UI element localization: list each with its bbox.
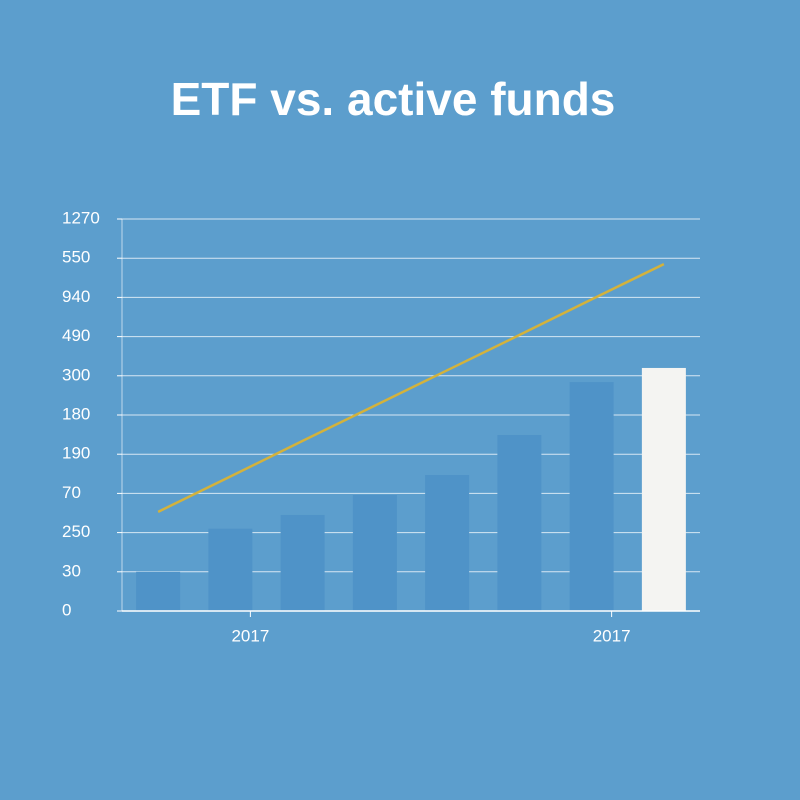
y-tick-label: 940 — [62, 287, 90, 306]
y-tick-label: 30 — [62, 561, 81, 580]
bar — [497, 434, 542, 611]
x-tick-label: 2017 — [593, 626, 631, 645]
bar — [352, 494, 397, 611]
y-tick-label: 0 — [62, 600, 71, 619]
bar — [569, 382, 614, 611]
bar — [641, 367, 686, 611]
y-tick-label: 70 — [62, 483, 81, 502]
bar — [280, 514, 325, 611]
y-tick-label: 250 — [62, 522, 90, 541]
line — [157, 262, 665, 513]
bar — [208, 528, 253, 611]
y-tick-label: 550 — [62, 248, 90, 267]
y-tick-label: 300 — [62, 365, 90, 384]
y-tick-label: 490 — [62, 326, 90, 345]
x-tick-label: 2017 — [231, 626, 269, 645]
y-tick-label: 190 — [62, 444, 90, 463]
bar — [136, 571, 181, 611]
y-tick-label: 1270 — [62, 208, 100, 227]
bar — [425, 474, 470, 611]
chart-title: ETF vs. active funds — [171, 73, 616, 125]
y-tick-label: 180 — [62, 404, 90, 423]
